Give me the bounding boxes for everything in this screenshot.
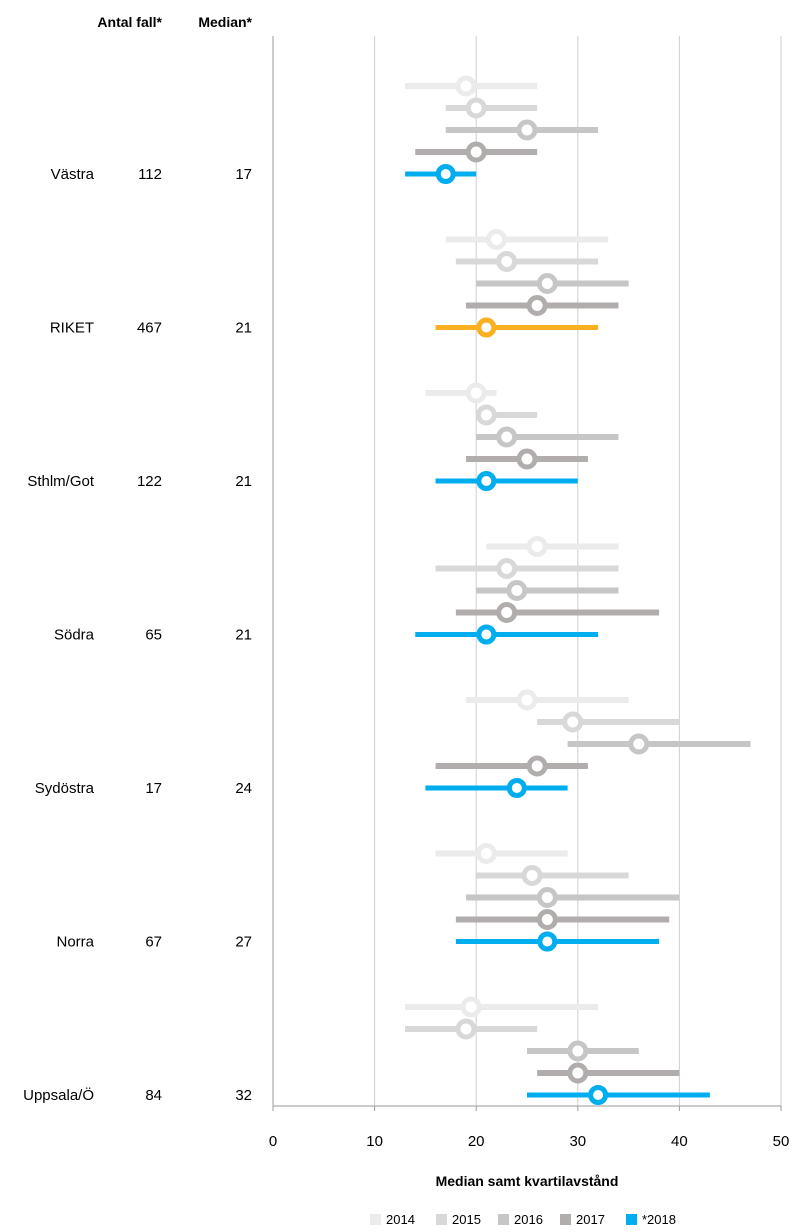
x-tick-label: 0 [269,1133,277,1150]
median-point [516,119,538,141]
case-count: 122 [137,473,162,490]
median-point [628,733,650,755]
median-point [526,755,548,777]
region-label: Sydöstra [35,780,95,797]
case-count: 67 [145,934,162,951]
region-label: Sthlm/Got [27,473,95,490]
median-point [455,75,477,97]
median-point [476,317,497,338]
median-point [521,865,543,886]
median-point [496,602,518,623]
median-point [465,97,487,119]
median-value: 21 [235,320,252,337]
legend-label: *2018 [642,1212,676,1227]
legend: 2014 2015 2016 2017 *2018 [370,1212,676,1227]
median-point [435,164,456,184]
median-value: 17 [235,166,252,183]
median-value: 32 [235,1087,252,1104]
legend-swatch [560,1214,571,1225]
case-count: 467 [137,320,162,337]
median-point [526,295,548,316]
median-point [496,426,518,448]
case-count: 17 [145,780,162,797]
region-label: Norra [56,934,94,951]
median-point [486,229,508,250]
x-tick-label: 10 [366,1133,383,1150]
median-point [516,448,538,470]
median-point [476,624,497,645]
median-point [536,909,558,930]
median-column-header: Median* [198,14,252,30]
count-column-header: Antal fall* [97,14,162,30]
x-tick-label: 50 [773,1133,790,1150]
row-labels: Västra 112 17 RIKET 467 21 Sthlm/Got 122 21 Södra… [23,166,252,1104]
median-point [496,558,518,579]
plot-area [405,75,751,1105]
x-axis: 0 10 20 30 40 50 [269,36,790,1150]
median-point [567,1040,589,1062]
median-point [526,536,548,557]
median-point [475,843,497,864]
x-axis-title: Median samt kvartilavstånd [436,1173,619,1189]
legend-swatch [498,1214,509,1225]
legend-swatch [436,1214,447,1225]
median-point [496,251,518,272]
median-point [536,273,558,294]
x-tick-label: 20 [468,1133,485,1150]
region-label: Uppsala/Ö [23,1086,94,1104]
region-label: Västra [51,166,95,183]
legend-label: 2016 [514,1212,543,1227]
median-point [567,1062,589,1084]
median-point [475,404,497,426]
median-point [588,1085,609,1105]
x-tick-label: 30 [569,1133,586,1150]
median-point [506,580,528,601]
legend-swatch [626,1214,637,1225]
median-point [476,471,497,491]
region-label: Södra [54,627,95,644]
median-value: 24 [235,780,252,797]
legend-label: 2017 [576,1212,605,1227]
median-point [455,1018,477,1040]
median-point [465,141,487,163]
median-point [460,996,482,1018]
median-point [506,778,527,798]
median-point [465,382,487,404]
case-count: 65 [145,627,162,644]
median-value: 27 [235,934,252,951]
median-value: 21 [235,627,252,644]
x-tick-label: 40 [671,1133,688,1150]
median-point [516,689,538,711]
legend-label: 2015 [452,1212,481,1227]
legend-swatch [370,1214,381,1225]
region-label: RIKET [50,320,94,337]
median-point [537,931,558,952]
median-value: 21 [235,473,252,490]
legend-label: 2014 [386,1212,415,1227]
case-count: 112 [138,166,162,183]
case-count: 84 [145,1087,162,1104]
median-point [562,711,584,733]
median-point [536,887,558,908]
